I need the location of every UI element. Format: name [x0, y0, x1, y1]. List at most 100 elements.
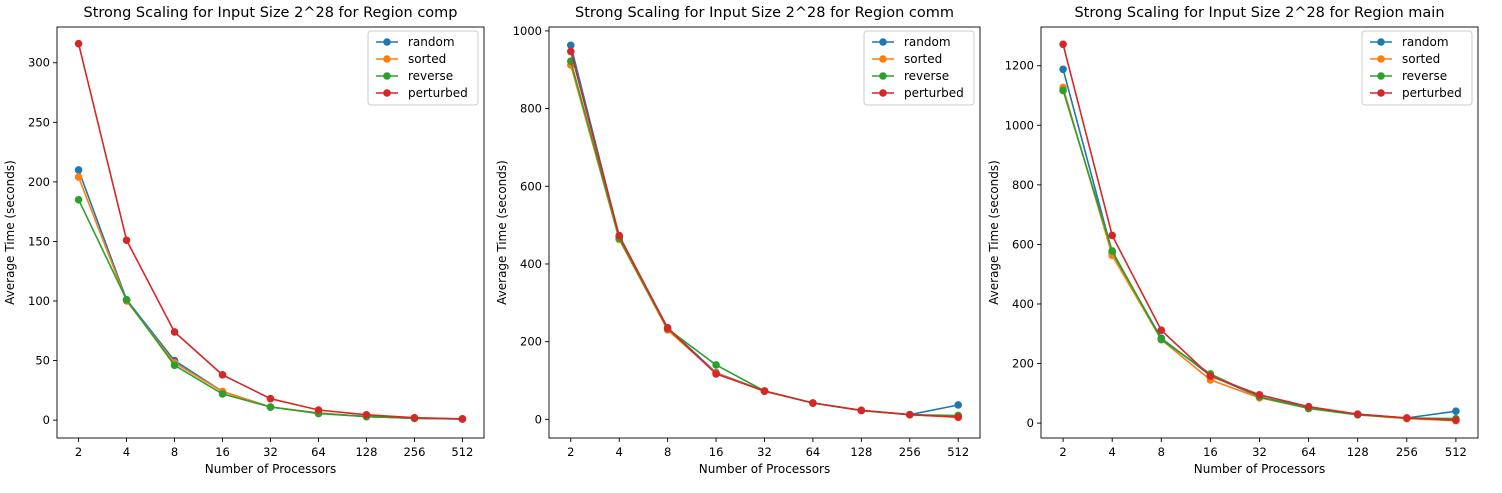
y-tick-label: 0	[1027, 416, 1034, 430]
y-tick-label: 0	[535, 412, 542, 426]
data-point-perturbed	[663, 324, 672, 332]
data-point-perturbed	[122, 236, 131, 245]
series-line-sorted	[570, 64, 959, 419]
y-tick-label: 800	[520, 102, 542, 116]
data-point-perturbed	[362, 410, 371, 419]
legend: random sorted reverse perturbed	[367, 30, 479, 106]
data-point-perturbed	[1255, 391, 1264, 399]
legend-marker-reverse	[1377, 72, 1385, 80]
x-tick-label: 256	[1396, 445, 1418, 459]
data-point-reverse	[712, 361, 720, 369]
legend-label: sorted	[408, 52, 446, 66]
legend-marker-reverse	[879, 72, 887, 80]
x-tick-label: 512	[947, 445, 969, 459]
y-tick-label: 600	[520, 179, 542, 193]
x-axis-label: Number of Processors	[205, 462, 336, 476]
y-tick-label: 100	[28, 294, 50, 308]
y-tick-label: 200	[1012, 357, 1034, 371]
data-point-perturbed	[314, 406, 323, 414]
data-point-perturbed	[266, 394, 275, 403]
x-tick-label: 64	[311, 445, 326, 459]
series-line-random	[77, 169, 463, 420]
x-tick-label: 128	[355, 445, 377, 459]
x-tick-label: 16	[1203, 445, 1218, 459]
legend-label: random	[1402, 35, 1449, 49]
x-tick-label: 16	[709, 445, 724, 459]
legend-marker-sorted	[1377, 55, 1385, 63]
chart-title: Strong Scaling for Input Size 2^28 for R…	[1074, 5, 1444, 21]
legend-label: reverse	[904, 69, 949, 83]
y-tick-label: 1200	[1005, 59, 1034, 73]
series-line-sorted	[77, 176, 463, 420]
y-axis-label: Average Time (seconds)	[987, 160, 1001, 305]
data-point-reverse	[1059, 86, 1067, 95]
legend-frame	[367, 30, 479, 106]
data-point-random	[1059, 65, 1067, 74]
x-tick-label: 2	[567, 445, 574, 459]
y-tick-label: 800	[1012, 178, 1034, 192]
x-tick-label: 2	[75, 445, 82, 459]
data-point-perturbed	[170, 328, 179, 336]
legend-label: perturbed	[408, 86, 468, 100]
series-line-perturbed	[570, 51, 959, 418]
legend-marker-reverse	[383, 72, 391, 80]
x-tick-label: 128	[1347, 445, 1369, 459]
y-axis-label: Average Time (seconds)	[495, 160, 509, 305]
chart-2: Strong Scaling for Input Size 2^28 for R…	[495, 5, 981, 476]
chart-1: Strong Scaling for Input Size 2^28 for R…	[3, 5, 485, 476]
data-point-reverse	[74, 195, 83, 204]
legend-marker-perturbed	[1377, 89, 1385, 97]
data-point-perturbed	[857, 406, 866, 415]
x-tick-label: 128	[850, 445, 872, 459]
data-point-perturbed	[1353, 410, 1362, 418]
x-tick-label: 32	[1252, 445, 1267, 459]
data-point-perturbed	[954, 413, 963, 421]
y-axis-label: Average Time (seconds)	[3, 160, 17, 305]
legend-label: random	[408, 35, 455, 49]
data-point-perturbed	[760, 387, 769, 395]
x-tick-label: 8	[664, 445, 671, 459]
x-tick-label: 8	[171, 445, 178, 459]
x-tick-label: 256	[899, 445, 921, 459]
legend-frame	[1361, 30, 1473, 106]
x-tick-label: 64	[806, 445, 821, 459]
y-tick-label: 0	[43, 413, 50, 427]
legend-marker-random	[1377, 38, 1385, 46]
data-point-perturbed	[1403, 414, 1411, 422]
data-point-reverse	[122, 296, 131, 304]
x-tick-label: 64	[1301, 445, 1316, 459]
y-tick-label: 400	[1012, 297, 1034, 311]
data-point-perturbed	[1452, 416, 1460, 424]
x-axis-label: Number of Processors	[699, 462, 830, 476]
legend-label: sorted	[904, 52, 942, 66]
data-point-reverse	[1157, 335, 1166, 344]
x-tick-label: 512	[451, 445, 473, 459]
chart-title: Strong Scaling for Input Size 2^28 for R…	[83, 5, 457, 21]
data-point-random	[74, 166, 83, 174]
y-tick-label: 600	[1012, 237, 1034, 251]
y-tick-label: 250	[28, 115, 50, 129]
legend-label: perturbed	[904, 86, 964, 100]
x-tick-label: 16	[215, 445, 230, 459]
series-line-reverse	[77, 199, 463, 420]
legend-marker-random	[879, 38, 887, 46]
data-point-reverse	[218, 390, 227, 398]
legend-marker-perturbed	[383, 89, 391, 97]
x-tick-label: 32	[757, 445, 772, 459]
data-point-perturbed	[74, 39, 83, 48]
x-tick-label: 4	[616, 445, 623, 459]
legend-frame	[863, 30, 975, 106]
data-point-perturbed	[218, 371, 227, 379]
data-point-perturbed	[1157, 326, 1166, 334]
x-tick-label: 2	[1059, 445, 1066, 459]
data-point-perturbed	[712, 370, 720, 378]
legend-label: sorted	[1402, 52, 1440, 66]
y-tick-label: 1000	[1005, 118, 1034, 132]
chart-title: Strong Scaling for Input Size 2^28 for R…	[575, 5, 954, 21]
legend-label: perturbed	[1402, 86, 1462, 100]
legend-label: reverse	[1402, 69, 1447, 83]
data-point-perturbed	[1108, 231, 1116, 240]
x-tick-label: 32	[263, 445, 278, 459]
